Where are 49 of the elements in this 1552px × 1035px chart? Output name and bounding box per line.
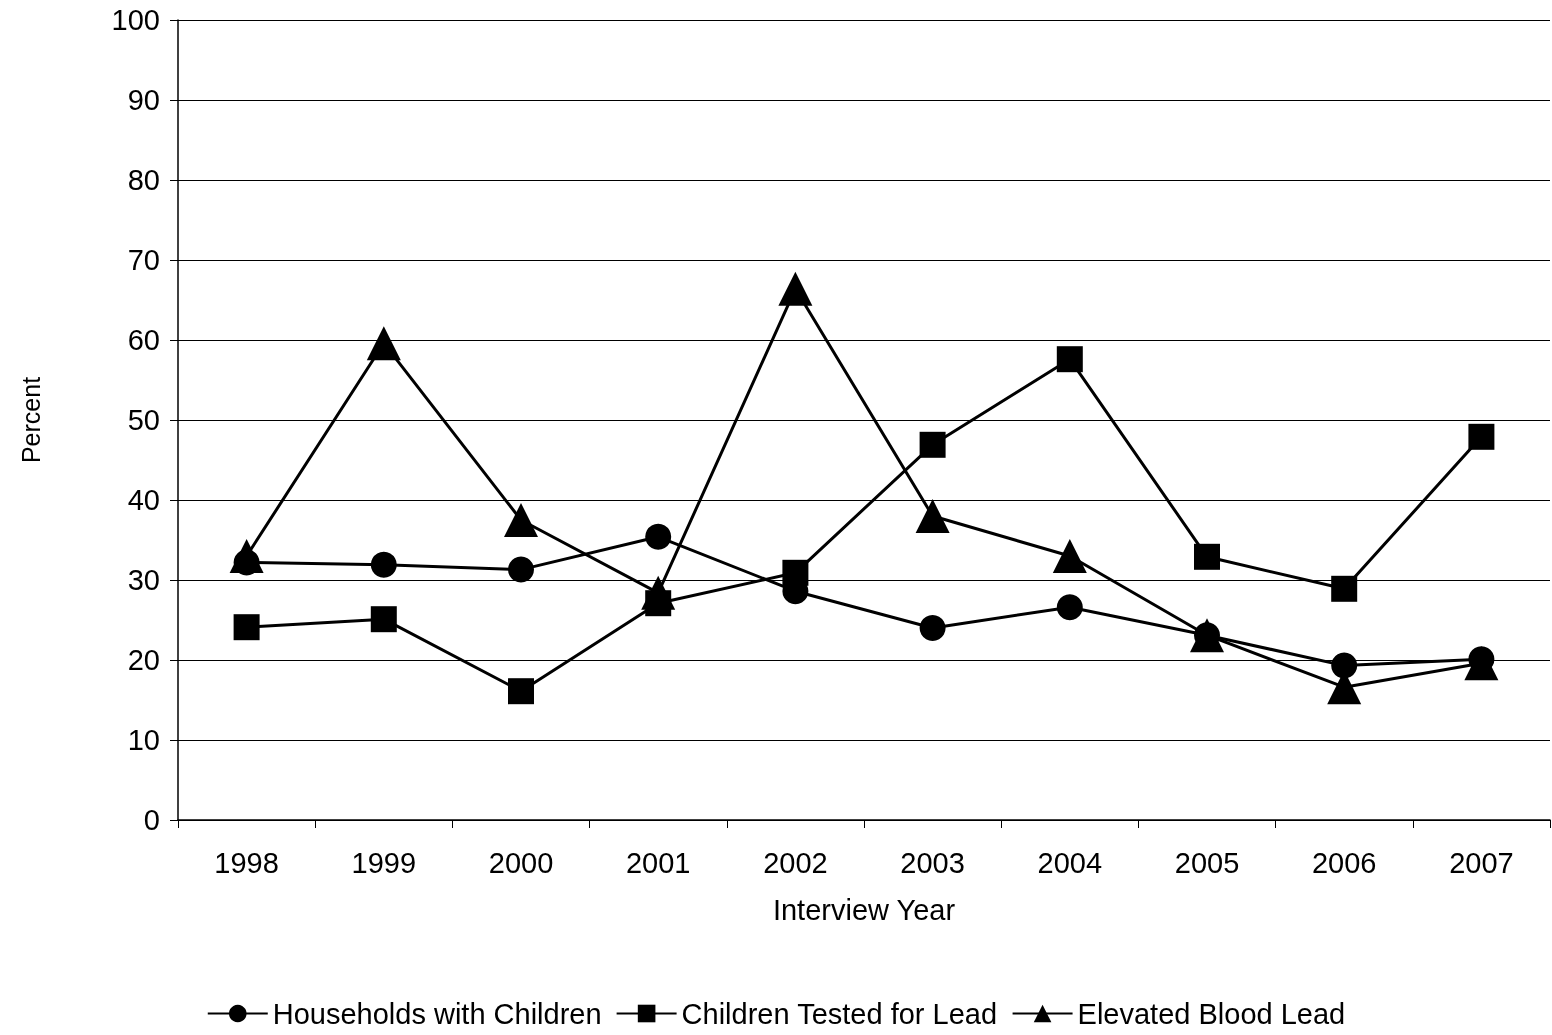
point [1052,539,1087,573]
y-tick-label: 10 [127,724,160,756]
y-axis-title: Percent [16,376,45,464]
point [233,614,260,641]
point [778,271,813,306]
y-tick-label: 80 [127,164,160,196]
y-tick-label: 30 [127,564,160,596]
point [915,499,950,533]
y-tick-label: 70 [127,244,160,276]
y-tick-label: 50 [127,404,160,436]
legend-label: Elevated Blood Lead [1077,997,1346,1030]
point [370,551,397,578]
point [508,556,534,583]
legend-label: Children Tested for Lead [681,997,998,1030]
x-tick-label: 2004 [1037,846,1103,879]
point [919,615,946,641]
y-tick-label: 90 [127,84,160,116]
x-tick-label: 2006 [1311,846,1377,879]
legend-label: Households with Children [272,997,602,1030]
x-axis-title: Interview Year [772,893,956,926]
x-tick-label: 2005 [1174,846,1240,879]
y-tick-label: 40 [127,484,160,516]
point [508,678,534,705]
point [1331,652,1358,679]
point [782,559,809,586]
point [1331,575,1358,602]
point [1468,423,1495,450]
point [645,523,672,550]
point [1194,543,1220,570]
x-tick-label: 2002 [763,846,828,879]
y-tick-label: 100 [111,4,160,36]
x-tick-label: 2003 [900,846,965,879]
y-tick-label: 0 [143,804,160,836]
y-tick-label: 60 [127,324,160,356]
x-tick-label: 1999 [351,846,417,879]
point [1464,646,1499,681]
point [370,606,397,633]
x-tick-label: 2001 [625,846,691,879]
y-tick-label: 20 [127,644,160,676]
point [641,575,676,610]
point [1056,346,1083,373]
x-tick-label: 2000 [488,846,554,879]
point [504,503,538,537]
point [1056,594,1083,621]
point [229,539,264,573]
point [919,431,946,458]
point [366,326,401,361]
x-tick-label: 1998 [214,846,279,879]
x-tick-label: 2007 [1449,846,1514,879]
